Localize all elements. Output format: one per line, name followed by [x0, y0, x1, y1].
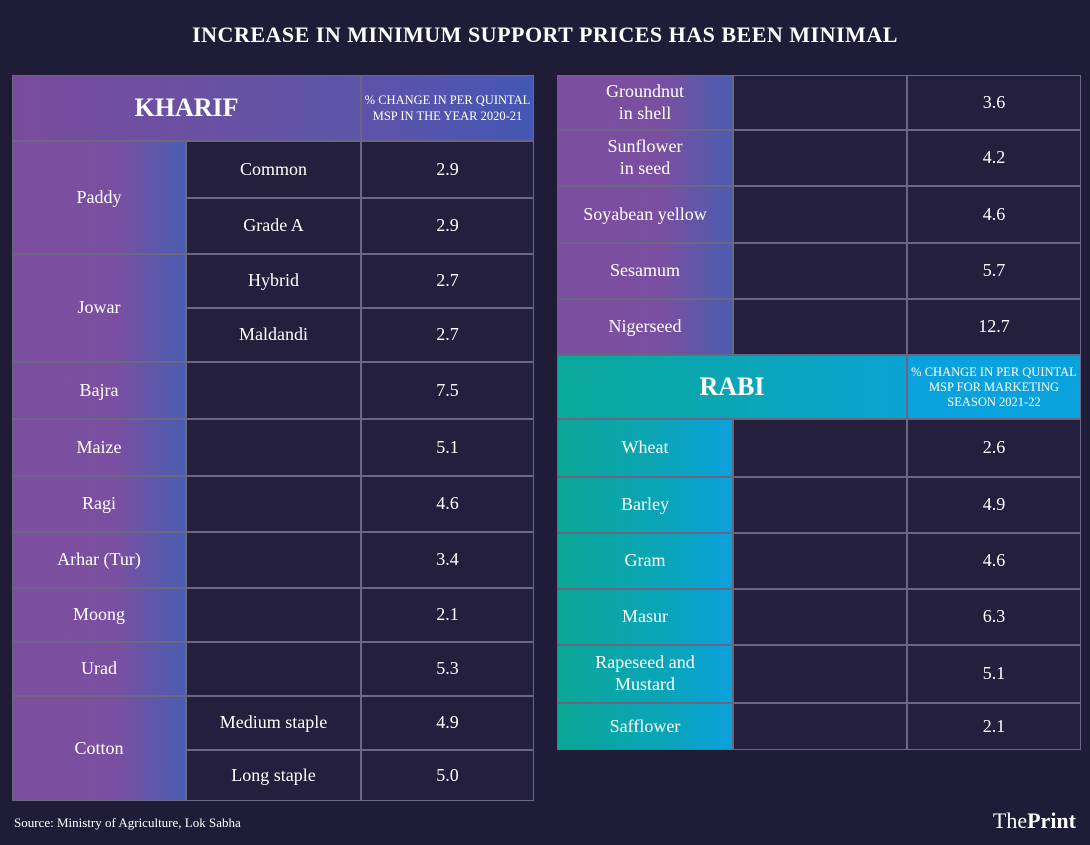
variety-name	[186, 588, 361, 642]
change-value: 2.7	[361, 308, 534, 362]
variety-name: Common	[186, 141, 361, 198]
empty-cell	[733, 299, 907, 355]
crop-name: Gram	[557, 533, 733, 589]
crop-name: Maize	[12, 419, 186, 476]
change-value: 2.1	[907, 703, 1081, 750]
change-value: 4.6	[907, 533, 1081, 589]
empty-cell	[733, 477, 907, 533]
variety-name: Grade A	[186, 198, 361, 254]
crop-name: Urad	[12, 642, 186, 696]
empty-cell	[733, 419, 907, 477]
crop-name: Soyabean yellow	[557, 186, 733, 243]
variety-name: Long staple	[186, 750, 361, 801]
empty-cell	[733, 75, 907, 130]
crop-name: Jowar	[12, 254, 186, 362]
change-value: 12.7	[907, 299, 1081, 355]
change-value: 4.2	[907, 130, 1081, 186]
variety-name	[186, 476, 361, 532]
rabi-heading: RABI	[557, 355, 907, 419]
change-value: 2.9	[361, 198, 534, 254]
crop-name: Safflower	[557, 703, 733, 750]
logo-part1: The	[992, 808, 1028, 833]
crop-name: Cotton	[12, 696, 186, 801]
page-title: INCREASE IN MINIMUM SUPPORT PRICES HAS B…	[192, 22, 898, 47]
kharif-heading: KHARIF	[12, 75, 361, 141]
variety-name: Medium staple	[186, 696, 361, 750]
change-value: 2.7	[361, 254, 534, 308]
empty-cell	[733, 703, 907, 750]
crop-name: Rapeseed and Mustard	[557, 645, 733, 703]
change-value: 4.6	[361, 476, 534, 532]
change-value: 6.3	[907, 589, 1081, 645]
change-value: 3.4	[361, 532, 534, 588]
crop-name: Wheat	[557, 419, 733, 477]
change-value: 5.0	[361, 750, 534, 801]
crop-name: Moong	[12, 588, 186, 642]
crop-name: Nigerseed	[557, 299, 733, 355]
crop-name: Masur	[557, 589, 733, 645]
empty-cell	[733, 533, 907, 589]
crop-name: Paddy	[12, 141, 186, 254]
crop-name: Bajra	[12, 362, 186, 419]
variety-name	[186, 362, 361, 419]
change-value: 4.6	[907, 186, 1081, 243]
change-value: 5.7	[907, 243, 1081, 299]
empty-cell	[733, 645, 907, 703]
change-value: 2.6	[907, 419, 1081, 477]
change-value: 4.9	[361, 696, 534, 750]
theprint-logo: ThePrint	[993, 808, 1076, 834]
change-value: 4.9	[907, 477, 1081, 533]
crop-name: Groundnut in shell	[557, 75, 733, 130]
crop-name: Sunflower in seed	[557, 130, 733, 186]
empty-cell	[733, 243, 907, 299]
change-value: 2.1	[361, 588, 534, 642]
change-value: 2.9	[361, 141, 534, 198]
change-value: 3.6	[907, 75, 1081, 130]
empty-cell	[733, 589, 907, 645]
kharif-column-header: % CHANGE IN PER QUINTAL MSP IN THE YEAR …	[361, 75, 534, 141]
variety-name	[186, 532, 361, 588]
rabi-column-header: % CHANGE IN PER QUINTAL MSP FOR MARKETIN…	[907, 355, 1081, 419]
crop-name: Barley	[557, 477, 733, 533]
variety-name: Maldandi	[186, 308, 361, 362]
empty-cell	[733, 130, 907, 186]
variety-name	[186, 642, 361, 696]
logo-part2: Print	[1027, 808, 1076, 833]
change-value: 5.1	[907, 645, 1081, 703]
change-value: 7.5	[361, 362, 534, 419]
change-value: 5.3	[361, 642, 534, 696]
change-value: 5.1	[361, 419, 534, 476]
crop-name: Ragi	[12, 476, 186, 532]
variety-name: Hybrid	[186, 254, 361, 308]
crop-name: Sesamum	[557, 243, 733, 299]
crop-name: Arhar (Tur)	[12, 532, 186, 588]
source-note: Source: Ministry of Agriculture, Lok Sab…	[14, 815, 241, 830]
empty-cell	[733, 186, 907, 243]
variety-name	[186, 419, 361, 476]
